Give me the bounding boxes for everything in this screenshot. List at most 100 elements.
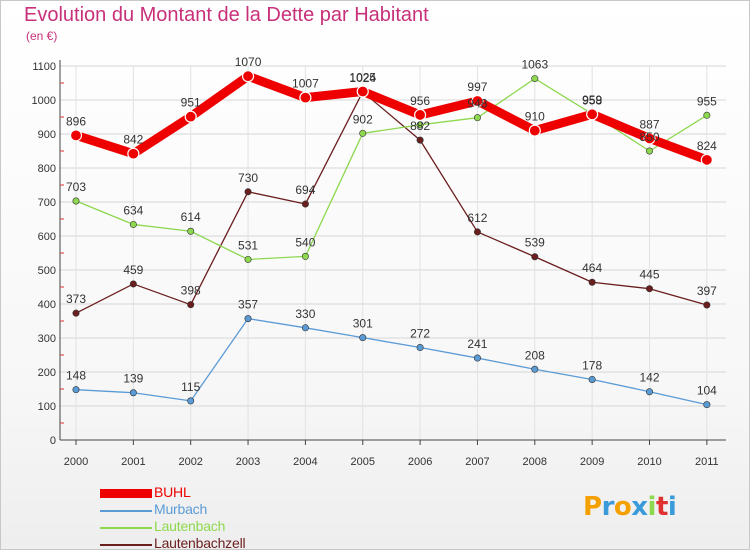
data-label: 1025 — [349, 71, 376, 85]
data-point-lautenbach — [645, 147, 653, 155]
series-line-buhl — [71, 71, 712, 165]
legend-swatch — [100, 527, 152, 529]
data-label: 540 — [295, 235, 315, 249]
data-point-buhl — [69, 129, 83, 142]
data-point-buhl — [241, 70, 255, 83]
legend-swatch — [100, 510, 152, 512]
legend-label: BUHL — [154, 484, 191, 500]
data-label: 1024 — [349, 71, 376, 85]
data-label: 703 — [66, 180, 86, 194]
y-tick-label: 200 — [38, 367, 56, 379]
data-point-buhl — [356, 85, 369, 98]
x-tick-label: 2011 — [695, 456, 719, 468]
data-label: 1007 — [292, 77, 319, 91]
logo-letter: r — [601, 492, 615, 522]
data-point-murbach — [416, 344, 424, 352]
data-point-buhl — [586, 108, 599, 121]
data-label: 142 — [639, 371, 659, 385]
data-point-lautenbach — [359, 129, 367, 137]
data-point-lautenbach — [416, 121, 424, 129]
data-point-lautenbachzell — [244, 188, 252, 196]
proxiti-logo: Proxiti — [583, 492, 677, 522]
data-point-lautenbach — [129, 220, 137, 228]
data-point-lautenbach — [531, 75, 539, 83]
logo-letter: i — [667, 492, 677, 522]
data-point-lautenbachzell — [531, 253, 539, 261]
data-point-lautenbach — [244, 255, 252, 263]
series-line-murbach — [75, 317, 708, 406]
y-tick-label: 800 — [38, 163, 56, 175]
logo-letter: o — [613, 492, 632, 522]
data-label: 896 — [66, 114, 86, 128]
y-tick-label: 300 — [38, 333, 56, 345]
y-tick-label: 1100 — [32, 61, 56, 73]
data-label: 104 — [697, 384, 717, 398]
series-line-lautenbachzell — [75, 91, 708, 314]
data-point-murbach — [473, 354, 481, 362]
data-label: 887 — [639, 117, 659, 131]
y-tick-label: 600 — [38, 231, 56, 243]
series-lines — [69, 70, 713, 409]
gridlines — [60, 65, 726, 441]
data-label: 951 — [181, 96, 201, 110]
legend-label: Lautenbach — [154, 518, 226, 534]
data-point-murbach — [187, 397, 195, 405]
x-tick-label: 2008 — [523, 456, 547, 468]
data-point-murbach — [359, 334, 367, 342]
data-point-buhl — [299, 91, 312, 104]
data-label: 850 — [639, 130, 659, 144]
data-point-lautenbachzell — [588, 278, 596, 286]
data-label: 301 — [353, 317, 373, 331]
x-tick-label: 2000 — [64, 456, 88, 468]
x-tick-label: 2010 — [637, 456, 661, 468]
data-label: 539 — [525, 236, 545, 250]
x-tick-label: 2004 — [293, 456, 317, 468]
data-label: 373 — [66, 292, 86, 306]
x-tick-label: 2005 — [351, 456, 375, 468]
data-point-murbach — [244, 315, 252, 323]
data-point-lautenbach — [703, 111, 711, 119]
data-point-lautenbach — [187, 227, 195, 235]
data-label: 902 — [353, 112, 373, 126]
data-labels: 373 459 398 730 694 1024 882 612 539 464 445 397 703… — [66, 55, 717, 397]
data-label: 1070 — [235, 55, 262, 69]
y-tick-label: 500 — [38, 265, 56, 277]
data-label: 208 — [525, 348, 545, 362]
x-tick-label: 2007 — [465, 456, 489, 468]
data-label: 882 — [410, 119, 430, 133]
data-label: 824 — [697, 139, 717, 153]
logo-letter: i — [647, 492, 657, 522]
data-point-lautenbachzell — [645, 285, 653, 293]
legend-swatch — [100, 489, 152, 498]
data-point-lautenbachzell — [129, 280, 137, 288]
data-label: 148 — [66, 369, 86, 383]
legend-label: Lautenbachzell — [154, 535, 246, 551]
legend-swatch — [100, 544, 152, 546]
data-label: 459 — [123, 263, 143, 277]
data-point-lautenbach — [72, 197, 80, 205]
y-tick-label: 100 — [38, 401, 56, 413]
data-label: 330 — [295, 307, 315, 321]
logo-letter: x — [631, 492, 648, 522]
chart-title: Evolution du Montant de la Dette par Hab… — [24, 4, 429, 26]
data-label: 272 — [410, 327, 430, 341]
logo-letter: t — [655, 492, 668, 522]
data-point-murbach — [531, 365, 539, 373]
data-label: 948 — [467, 97, 487, 111]
data-point-lautenbach — [301, 252, 309, 260]
y-tick-label: 0 — [50, 435, 56, 447]
data-point-murbach — [703, 401, 711, 409]
data-point-murbach — [645, 388, 653, 396]
data-label: 178 — [582, 358, 602, 372]
y-tick-label: 900 — [38, 129, 56, 141]
y-tick-label: 400 — [38, 299, 56, 311]
logo-letter: P — [583, 492, 602, 522]
data-point-lautenbachzell — [301, 200, 309, 208]
data-point-buhl — [528, 124, 541, 137]
data-point-lautenbach — [473, 114, 481, 122]
y-tick-label: 1000 — [32, 95, 56, 107]
data-point-lautenbachzell — [473, 228, 481, 236]
data-label: 910 — [525, 110, 545, 124]
data-label: 531 — [238, 238, 258, 252]
y-tick-label: 700 — [38, 197, 56, 209]
